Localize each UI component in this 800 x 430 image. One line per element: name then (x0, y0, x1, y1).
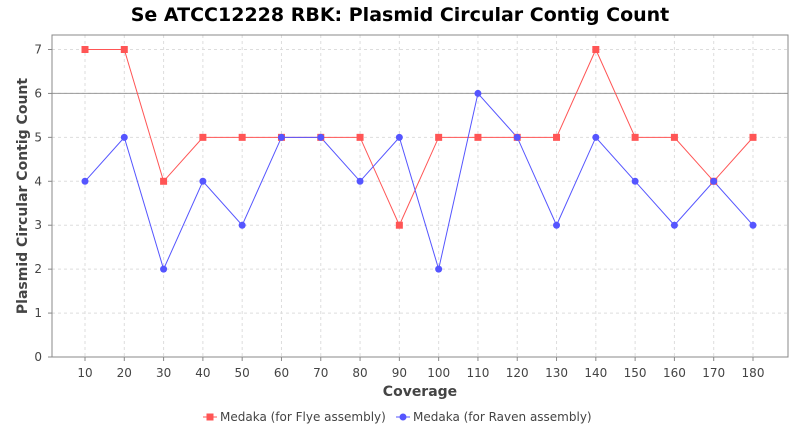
y-axis-label: Plasmid Circular Contig Count (15, 78, 31, 314)
x-tick-label: 150 (624, 366, 647, 380)
y-tick-label: 2 (34, 262, 42, 276)
x-tick-label: 70 (313, 366, 328, 380)
data-point-circle (553, 221, 561, 229)
series-line-0 (85, 48, 754, 227)
y-tick-label: 6 (34, 86, 42, 100)
data-point-square (592, 45, 600, 53)
x-tick-label: 90 (392, 366, 407, 380)
data-point-circle (356, 177, 364, 185)
data-point-square (474, 133, 482, 141)
data-point-circle (670, 221, 678, 229)
data-point-circle (631, 177, 639, 185)
legend-label: Medaka (for Flye assembly) (220, 410, 386, 424)
x-tick-label: 120 (506, 366, 529, 380)
x-tick-label: 60 (274, 366, 289, 380)
data-point-square (120, 45, 128, 53)
data-point-square (356, 133, 364, 141)
data-point-circle (513, 133, 521, 141)
x-tick-label: 180 (742, 366, 765, 380)
x-tick-label: 100 (427, 366, 450, 380)
data-point-square (670, 133, 678, 141)
data-point-square (238, 133, 246, 141)
y-tick-label: 7 (34, 42, 42, 56)
data-point-circle (474, 89, 482, 97)
series-line-1 (84, 92, 754, 272)
data-point-circle (749, 221, 757, 229)
x-tick-label: 130 (545, 366, 568, 380)
plot-frame (51, 34, 789, 358)
data-point-circle (592, 133, 600, 141)
data-point-square (435, 133, 443, 141)
data-point-circle (277, 133, 285, 141)
y-tick-label: 0 (34, 350, 42, 364)
data-point-square (631, 133, 639, 141)
legend-circle-icon (399, 413, 407, 421)
data-point-square (749, 133, 757, 141)
x-tick-label: 170 (702, 366, 725, 380)
x-tick-label: 110 (466, 366, 489, 380)
data-point-circle (199, 177, 207, 185)
data-point-circle (435, 265, 443, 273)
data-point-circle (317, 133, 325, 141)
data-point-circle (81, 177, 89, 185)
data-point-circle (710, 177, 718, 185)
data-point-square (395, 221, 403, 229)
data-point-circle (160, 265, 168, 273)
x-tick-label: 80 (352, 366, 367, 380)
x-tick-label: 10 (77, 366, 92, 380)
x-tick-label: 140 (584, 366, 607, 380)
y-tick-label: 1 (34, 306, 42, 320)
x-tick-label: 50 (235, 366, 250, 380)
legend-label: Medaka (for Raven assembly) (413, 410, 592, 424)
data-point-circle (238, 221, 246, 229)
y-tick-label: 5 (34, 130, 42, 144)
data-point-square (553, 133, 561, 141)
data-point-circle (395, 133, 403, 141)
x-tick-label: 20 (117, 366, 132, 380)
x-tick-label: 160 (663, 366, 686, 380)
y-tick-label: 3 (34, 218, 42, 232)
legend-square-icon (206, 413, 214, 421)
data-point-square (199, 133, 207, 141)
data-point-circle (120, 133, 128, 141)
chart-title: Se ATCC12228 RBK: Plasmid Circular Conti… (131, 4, 670, 26)
data-point-square (81, 45, 89, 53)
x-tick-label: 30 (156, 366, 171, 380)
x-axis-label: Coverage (383, 384, 457, 400)
y-tick-label: 4 (34, 174, 42, 188)
x-tick-label: 40 (195, 366, 210, 380)
data-point-square (160, 177, 168, 185)
